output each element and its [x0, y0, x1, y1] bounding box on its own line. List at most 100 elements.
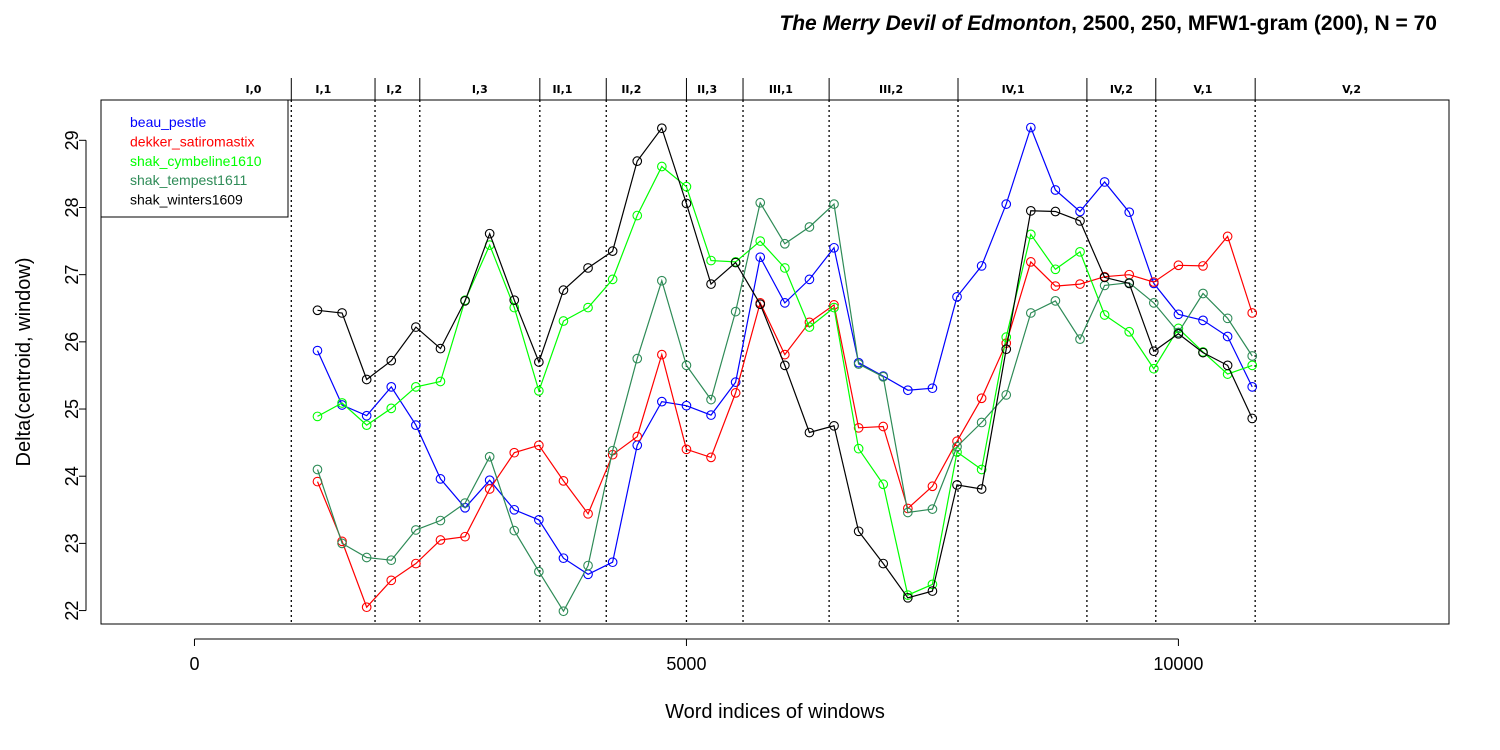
- data-point: [706, 452, 716, 463]
- data-point: [1148, 298, 1159, 308]
- data-point: [1050, 264, 1061, 275]
- series-line: [317, 126, 1253, 599]
- data-point: [386, 382, 397, 392]
- data-point: [411, 525, 421, 535]
- data-point: [1148, 346, 1159, 357]
- data-point: [435, 376, 446, 387]
- data-point: [1075, 246, 1085, 257]
- data-point: [361, 602, 372, 613]
- x-tick-label: 10000: [1153, 654, 1203, 674]
- act-label: II,3: [697, 83, 717, 96]
- data-point: [755, 299, 766, 310]
- series-line: [316, 201, 1253, 613]
- data-point: [312, 411, 323, 422]
- data-point: [952, 441, 962, 452]
- data-point: [312, 305, 323, 316]
- data-point: [1124, 278, 1135, 289]
- data-point: [361, 374, 372, 385]
- act-label: I,2: [386, 83, 402, 96]
- data-point: [435, 515, 446, 526]
- x-tick-label: 0: [189, 654, 199, 674]
- data-point: [730, 257, 741, 268]
- data-point: [558, 476, 569, 486]
- data-point: [902, 592, 913, 603]
- data-point: [779, 238, 790, 249]
- data-point: [386, 555, 397, 566]
- data-point: [1222, 360, 1233, 371]
- data-point: [509, 504, 520, 515]
- data-point: [1001, 332, 1012, 342]
- data-point: [534, 386, 544, 396]
- data-point: [583, 302, 593, 313]
- series-line: [316, 125, 1253, 575]
- data-point: [460, 498, 470, 508]
- data-point: [656, 349, 667, 360]
- data-point: [534, 357, 544, 367]
- data-point: [484, 484, 495, 494]
- data-point: [337, 538, 347, 549]
- data-point: [976, 261, 987, 271]
- data-point: [607, 246, 618, 257]
- data-point: [607, 445, 618, 456]
- data-point: [632, 353, 643, 364]
- data-point: [902, 507, 913, 518]
- data-point: [312, 464, 323, 475]
- data-point: [411, 558, 421, 569]
- act-label: V,1: [1194, 83, 1213, 96]
- data-point: [386, 355, 397, 366]
- y-tick-label: 29: [62, 130, 82, 150]
- data-point: [878, 558, 889, 569]
- data-point: [386, 403, 397, 414]
- series-line: [317, 165, 1253, 596]
- data-point: [829, 242, 839, 253]
- data-point: [927, 586, 938, 596]
- data-point: [558, 606, 569, 617]
- data-point: [1050, 281, 1061, 291]
- data-point: [411, 382, 421, 392]
- data-point: [607, 557, 618, 568]
- data-point: [361, 410, 372, 421]
- data-point: [484, 228, 495, 239]
- act-label: I,3: [472, 83, 488, 96]
- data-point: [656, 123, 667, 134]
- data-point: [1198, 347, 1208, 358]
- legend-entry: beau_pestle: [130, 114, 207, 130]
- data-point: [1198, 261, 1208, 271]
- data-point: [460, 296, 470, 306]
- data-point: [1075, 279, 1085, 289]
- data-point: [853, 443, 864, 454]
- data-point: [435, 474, 446, 484]
- data-point: [1222, 331, 1233, 342]
- data-point: [853, 422, 864, 433]
- y-tick-label: 27: [62, 265, 82, 285]
- data-point: [976, 393, 987, 404]
- data-point: [1124, 207, 1135, 218]
- data-point: [706, 410, 716, 420]
- act-label: I,1: [315, 83, 331, 96]
- data-point: [1025, 205, 1036, 216]
- data-point: [902, 385, 913, 396]
- data-point: [509, 525, 520, 536]
- chart-title: The Merry Devil of Edmonton, 2500, 250, …: [0, 12, 1500, 36]
- act-label: I,0: [246, 83, 262, 96]
- data-point: [411, 322, 421, 332]
- data-point: [1099, 177, 1110, 187]
- data-point: [656, 396, 667, 407]
- data-point: [952, 480, 962, 490]
- data-point: [804, 427, 815, 438]
- data-point: [779, 263, 790, 273]
- legend-entry: shak_tempest1611: [130, 172, 247, 188]
- y-tick-label: 25: [62, 399, 82, 419]
- data-point: [755, 197, 766, 208]
- title-rest-part: , 2500, 250, MFW1-gram (200), N = 70: [1071, 12, 1437, 35]
- y-tick-label: 26: [62, 332, 82, 352]
- series-lines: [312, 122, 1258, 617]
- data-point: [878, 479, 889, 490]
- data-point: [656, 161, 667, 172]
- act-label: II,1: [552, 83, 572, 96]
- y-tick-label: 23: [62, 533, 82, 553]
- data-point: [730, 388, 741, 398]
- data-point: [509, 302, 520, 313]
- data-point: [361, 420, 372, 430]
